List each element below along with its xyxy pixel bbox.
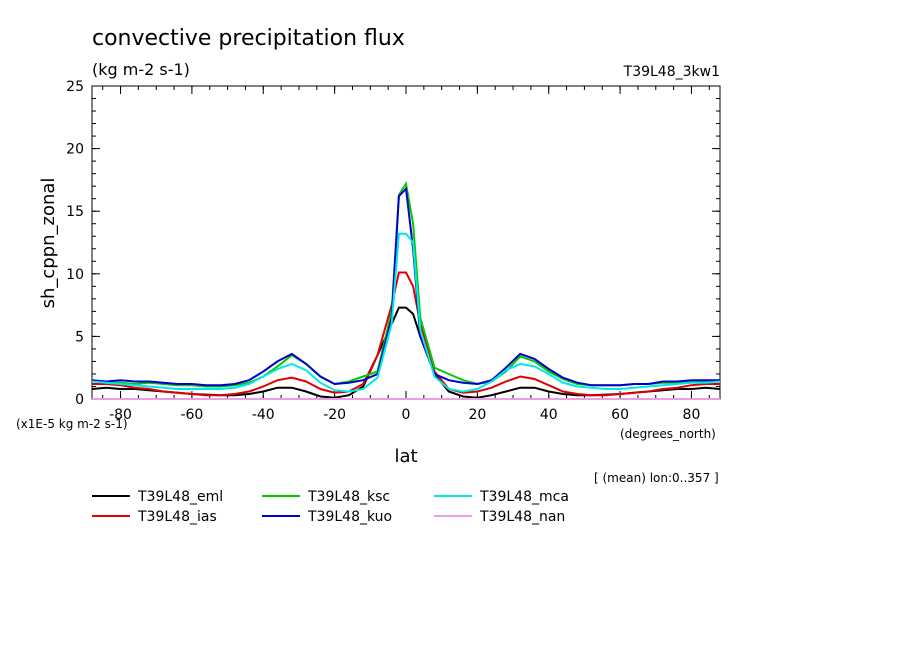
y-tick-label: 5 <box>75 329 84 345</box>
series-line-t39l48-ias <box>92 271 720 397</box>
legend-label: T39L48_nan <box>479 509 565 525</box>
plot-frame <box>91 85 721 400</box>
series-line-t39l48-mca <box>91 232 721 393</box>
legend-label: T39L48_ias <box>137 509 217 525</box>
x-tick-label: 20 <box>468 407 486 423</box>
legend-label: T39L48_kuo <box>307 509 392 525</box>
x-tick-label: 40 <box>540 407 558 423</box>
footnote: [ (mean) lon:0..357 ] <box>594 471 719 485</box>
major-ticks <box>92 85 720 400</box>
chart-title: convective precipitation flux <box>92 26 405 51</box>
x-tick-label: 0 <box>402 407 411 423</box>
y-tick-label: 25 <box>66 79 84 95</box>
y-tick-label: 15 <box>66 204 84 220</box>
x-tick-labels: -80 -60 -40 -20 0 20 40 60 80 <box>109 407 700 423</box>
y-unit-label: (x1E-5 kg m-2 s-1) <box>16 417 128 431</box>
plot-area: -80 -60 -40 -20 0 20 40 60 80 0 5 10 15 20 25 <box>66 79 721 423</box>
y-tick-labels: 0 5 10 15 20 25 <box>66 79 84 408</box>
legend-label: T39L48_eml <box>137 489 223 505</box>
legend-label: T39L48_ksc <box>307 489 390 505</box>
y-tick-label: 0 <box>75 392 84 408</box>
series-lines <box>91 180 721 400</box>
legend: T39L48_eml T39L48_ias T39L48_ksc T39L48_kuo… <box>92 489 569 525</box>
x-tick-label: -60 <box>180 407 203 423</box>
series-line-t39l48-ksc <box>91 180 721 388</box>
y-tick-label: 10 <box>66 267 84 283</box>
x-tick-label: -40 <box>252 407 275 423</box>
legend-label: T39L48_mca <box>479 489 569 505</box>
x-tick-label: 60 <box>611 407 629 423</box>
x-tick-label: -20 <box>323 407 346 423</box>
minor-ticks <box>92 85 720 400</box>
run-label: T39L48_3kw1 <box>623 64 720 80</box>
x-tick-label: -80 <box>109 407 132 423</box>
y-tick-label: 20 <box>66 142 84 158</box>
x-axis-label: lat <box>394 446 417 467</box>
series-line-t39l48-kuo <box>91 186 720 387</box>
x-tick-label: 80 <box>683 407 701 423</box>
x-unit-label: (degrees_north) <box>620 427 716 441</box>
y-axis-label: sh_cppn_zonal <box>38 178 59 309</box>
chart-subtitle: (kg m-2 s-1) <box>92 60 190 79</box>
